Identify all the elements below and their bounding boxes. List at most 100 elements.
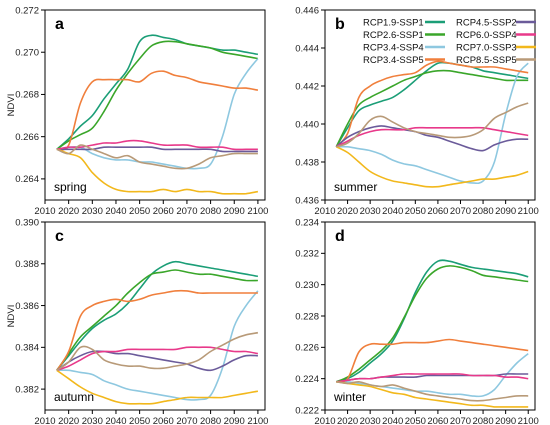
y-tick-label: 0.442: [295, 81, 319, 92]
plot-frame: [44, 221, 266, 411]
series-line-rcp6.0-ssp4: [56, 346, 259, 372]
panel-label: d: [335, 228, 345, 245]
x-tick-label: 2010: [34, 416, 55, 425]
panel-label: a: [55, 16, 64, 33]
series-line-rcp4.5-ssp2: [335, 125, 529, 152]
series-line-rcp3.4-ssp5: [335, 60, 529, 148]
x-tick-label: 2020: [337, 416, 358, 425]
series-line-rcp4.5-ssp2: [56, 350, 258, 372]
y-tick-label: 0.230: [295, 280, 319, 291]
series-line-rcp8.5-ssp5: [56, 331, 259, 371]
y-tick-label: 0.264: [15, 174, 39, 185]
series-line-rcp3.4-ssp4: [336, 62, 529, 185]
y-tick-label: 0.384: [15, 343, 39, 354]
series-line-rcp8.5-ssp5: [336, 380, 529, 402]
x-tick-label: 2060: [427, 416, 448, 425]
x-tick-label: 2020: [58, 206, 79, 217]
y-tick-label: 0.272: [15, 5, 39, 16]
season-label: autumn: [54, 390, 94, 404]
x-tick-label: 2080: [200, 416, 221, 425]
x-tick-label: 2040: [105, 416, 126, 425]
series-line-rcp4.5-ssp2: [336, 373, 529, 383]
y-tick-label: 0.228: [295, 311, 319, 322]
series-line-rcp7.0-ssp3: [336, 381, 529, 408]
y-tick-label: 0.382: [15, 384, 39, 395]
x-tick-label: 2100: [518, 416, 539, 425]
series-line-rcp1.9-ssp1: [336, 259, 529, 383]
series-line-rcp1.9-ssp1: [335, 61, 529, 148]
x-tick-label: 2090: [495, 206, 516, 217]
season-label: winter: [333, 390, 366, 404]
legend-label: RCP1.9-SSP1: [363, 18, 424, 29]
series-line-rcp2.6-ssp1: [335, 69, 529, 148]
y-tick-label: 0.386: [15, 301, 39, 312]
x-tick-label: 2050: [129, 416, 150, 425]
x-tick-label: 2010: [314, 416, 335, 425]
x-tick-label: 2100: [247, 416, 268, 425]
panel-a: 0.264 0.266 0.268 0.270 0.272 2010 2020 2030 204…: [6, 5, 268, 217]
x-tick-label: 2040: [382, 206, 403, 217]
x-tick-label: 2070: [450, 416, 471, 425]
plot-frame: [44, 9, 266, 201]
plot-frame: [324, 9, 536, 201]
series-line-rcp6.0-ssp4: [335, 126, 529, 148]
y-tick-label: 0.390: [15, 217, 39, 228]
x-tick-label: 2100: [518, 206, 539, 217]
y-tick-label: 0.388: [15, 259, 39, 270]
y-tick-label: 0.266: [15, 132, 39, 143]
series-line-rcp8.5-ssp5: [336, 102, 529, 148]
x-tick-label: 2040: [382, 416, 403, 425]
series-line-rcp3.4-ssp5: [336, 338, 529, 383]
series-line-rcp8.5-ssp5: [56, 144, 258, 170]
y-tick-label: 0.222: [295, 405, 319, 416]
x-tick-label: 2080: [200, 206, 221, 217]
legend-label: RCP7.0-SSP3: [456, 43, 517, 54]
x-tick-label: 2020: [58, 416, 79, 425]
panel-label: b: [335, 16, 345, 33]
series-line-rcp1.9-ssp1: [56, 34, 259, 150]
series-line-rcp2.6-ssp1: [56, 40, 259, 150]
y-tick-label: 0.268: [15, 90, 39, 101]
panel-c: 0.382 0.384 0.386 0.388 0.390 2010 2020 2030 204…: [6, 217, 268, 425]
legend-label: RCP8.5-SSP5: [456, 55, 517, 66]
panel-label: c: [55, 228, 64, 245]
legend-label: RCP4.5-SSP2: [456, 18, 517, 29]
x-tick-label: 2030: [360, 416, 381, 425]
y-tick-label: 0.226: [295, 343, 319, 354]
y-tick-label: 0.444: [295, 43, 319, 54]
series-line-rcp7.0-ssp3: [56, 369, 259, 405]
season-label: summer: [334, 180, 377, 194]
legend-label: RCP2.6-SSP1: [363, 30, 424, 41]
series-line-rcp7.0-ssp3: [56, 148, 259, 195]
x-tick-label: 2090: [224, 416, 245, 425]
y-axis-label: NDVI: [6, 94, 17, 117]
x-tick-label: 2020: [337, 206, 358, 217]
y-tick-label: 0.224: [295, 374, 319, 385]
x-tick-label: 2040: [105, 206, 126, 217]
series-line-rcp3.4-ssp5: [56, 289, 258, 371]
x-tick-label: 2050: [129, 206, 150, 217]
series-line-rcp3.4-ssp5: [56, 70, 259, 151]
x-tick-label: 2030: [82, 206, 103, 217]
x-tick-label: 2030: [360, 206, 381, 217]
y-tick-label: 0.436: [295, 195, 319, 206]
legend-label: RCP6.0-SSP4: [456, 30, 517, 41]
x-tick-label: 2060: [153, 206, 174, 217]
x-tick-label: 2050: [405, 416, 426, 425]
season-label: spring: [54, 180, 87, 194]
series-line-rcp7.0-ssp3: [335, 146, 529, 188]
series-line-rcp3.4-ssp4: [56, 58, 259, 170]
y-tick-label: 0.446: [295, 5, 319, 16]
series-line-rcp2.6-ssp1: [335, 265, 529, 383]
y-tick-label: 0.234: [295, 217, 319, 228]
x-tick-label: 2090: [224, 206, 245, 217]
legend-label: RCP3.4-SSP5: [363, 55, 424, 66]
y-tick-label: 0.270: [15, 48, 39, 59]
x-tick-label: 2070: [176, 206, 197, 217]
series-line-rcp2.6-ssp1: [56, 269, 258, 371]
series-line-rcp3.4-ssp4: [56, 290, 259, 401]
